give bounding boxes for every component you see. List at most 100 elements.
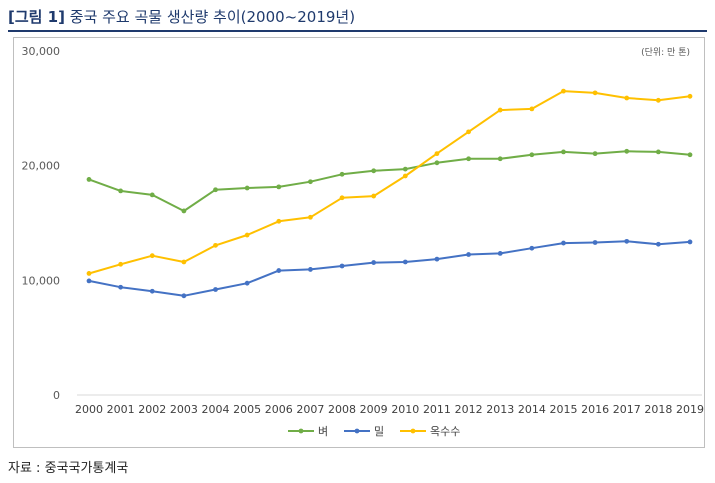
data-point (276, 184, 282, 190)
x-tick-label: 2018 (644, 403, 672, 416)
data-point (244, 280, 250, 286)
data-point (339, 171, 345, 177)
legend-item: 밀 (344, 425, 384, 438)
data-point (561, 88, 566, 94)
x-tick-label: 2007 (296, 403, 324, 416)
data-point (592, 151, 598, 157)
data-point (149, 288, 155, 294)
data-point (181, 293, 187, 299)
figure-caption: 중국 주요 곡물 생산량 추이(2000~2019년) (69, 8, 356, 26)
data-point (86, 271, 92, 276)
unit-note: (단위: 만 톤) (641, 47, 690, 58)
data-point (118, 261, 124, 267)
x-tick-label: 2014 (518, 403, 546, 416)
data-point (561, 240, 566, 246)
data-point (687, 152, 693, 158)
title-divider (8, 30, 707, 32)
x-tick-label: 2013 (486, 403, 514, 416)
data-point (339, 263, 345, 269)
data-point (213, 187, 218, 193)
chart-frame: (단위: 만 톤) 0 10,000 20,000 30,000 2000 2001 200… (13, 37, 705, 448)
x-tick-label: 2004 (202, 403, 230, 416)
data-point (213, 242, 218, 248)
data-point (371, 260, 377, 265)
data-point (466, 156, 471, 162)
data-point (687, 93, 693, 99)
data-point (118, 284, 124, 290)
y-tick-label: 20,000 (22, 160, 61, 173)
data-point (624, 148, 630, 154)
data-point (497, 156, 503, 162)
data-point (434, 160, 440, 166)
data-point (244, 232, 250, 238)
x-tick-label: 2019 (676, 403, 704, 416)
data-point (592, 240, 598, 245)
x-tick-label: 2016 (581, 403, 609, 416)
data-point (529, 245, 535, 251)
data-point (687, 239, 693, 245)
data-point (308, 214, 313, 220)
legend-marker (354, 428, 360, 434)
data-point (181, 259, 187, 265)
series-line-2 (88, 240, 691, 297)
legend-label: 벼 (318, 425, 328, 438)
x-tick-label: 2001 (107, 403, 135, 416)
legend-marker (298, 428, 304, 434)
x-tick-label: 2002 (138, 403, 166, 416)
data-point (624, 238, 630, 244)
data-point (86, 177, 92, 182)
data-point (276, 218, 282, 224)
x-tick-label: 2006 (265, 403, 293, 416)
x-tick-label: 2009 (360, 403, 388, 416)
series-line-3 (88, 90, 691, 275)
series-line-1 (88, 150, 691, 212)
legend-label: 옥수수 (430, 425, 460, 438)
data-point (655, 241, 661, 247)
legend-marker (410, 428, 416, 434)
data-point (118, 188, 124, 194)
data-point (529, 152, 535, 158)
legend-label: 밀 (374, 425, 384, 438)
y-tick-label: 10,000 (22, 274, 61, 287)
data-point (181, 208, 187, 214)
data-point (497, 250, 503, 256)
data-point (466, 252, 471, 257)
data-point (86, 278, 92, 284)
x-tick-label: 2000 (75, 403, 103, 416)
data-point (402, 173, 408, 179)
y-tick-label: 0 (53, 389, 60, 402)
source-note: 자료 : 중국국가통계국 (8, 461, 129, 476)
data-point (276, 268, 282, 273)
data-point (308, 267, 313, 272)
x-tick-label: 2003 (170, 403, 198, 416)
legend-item: 옥수수 (400, 425, 460, 438)
data-point (561, 149, 566, 155)
x-tick-label: 2012 (455, 403, 483, 416)
x-tick-label: 2015 (549, 403, 577, 416)
x-tick-label: 2010 (391, 403, 419, 416)
figure-title: [그림 1] 중국 주요 곡물 생산량 추이(2000~2019년) (8, 6, 355, 27)
x-tick-label: 2005 (233, 403, 261, 416)
data-point (402, 259, 408, 265)
data-point (529, 106, 535, 112)
data-point (592, 90, 598, 96)
data-point (213, 287, 218, 292)
data-point (434, 256, 440, 262)
x-tick-label: 2008 (328, 403, 356, 416)
y-tick-label: 30,000 (22, 45, 61, 58)
data-point (308, 179, 313, 185)
figure-label: [그림 1] (8, 8, 65, 26)
data-point (339, 195, 345, 201)
data-point (466, 129, 471, 135)
legend-item: 벼 (288, 425, 328, 438)
x-tick-label: 2017 (613, 403, 641, 416)
data-point (371, 168, 377, 174)
series-lines (86, 88, 693, 299)
data-point (244, 185, 250, 191)
legend: 벼 밀 옥수수 (288, 425, 460, 438)
data-point (402, 166, 408, 172)
data-point (497, 107, 503, 113)
data-point (434, 151, 440, 157)
